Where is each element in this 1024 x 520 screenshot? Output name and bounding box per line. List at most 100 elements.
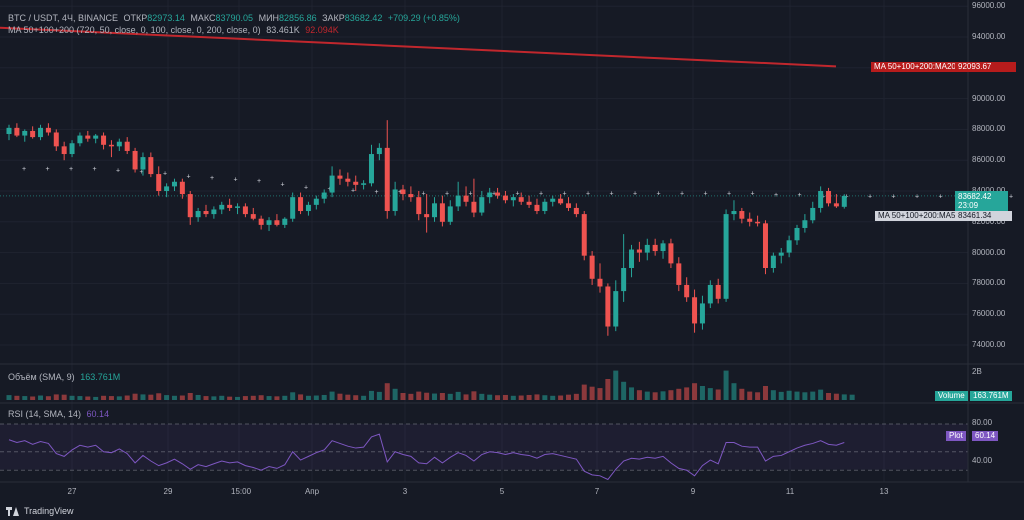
volume-bar <box>534 394 540 400</box>
ma-legend[interactable]: MA 50+100+200 (720, 50, close, 0, 100, c… <box>8 24 342 36</box>
volume-bar <box>810 391 816 400</box>
ma200-tag-label: MA 50+100+200:MA200 <box>874 62 961 71</box>
volume-bar <box>400 393 406 400</box>
candle-body <box>589 255 595 279</box>
candle-body <box>132 150 138 170</box>
rsi-pane[interactable] <box>0 423 968 481</box>
volume-tag-value: 163.761M <box>973 391 1009 400</box>
candle-body <box>432 203 438 218</box>
volume-legend[interactable]: Объём (SMA, 9) 163.761M <box>8 371 123 383</box>
candle-body <box>581 214 587 256</box>
candle-body <box>258 218 264 225</box>
candle <box>274 214 280 227</box>
candle <box>266 217 272 232</box>
candle-body <box>242 206 248 215</box>
volume-bar <box>187 393 193 400</box>
candle-body <box>613 291 619 327</box>
volume-bar <box>345 394 351 400</box>
candle-body <box>266 220 272 225</box>
candle <box>463 186 469 207</box>
candle-body <box>550 198 556 202</box>
candle-body <box>148 157 154 175</box>
candle-body <box>558 198 564 204</box>
candle <box>156 166 162 196</box>
psar-dot: + <box>374 189 378 196</box>
volume-bar <box>652 392 658 400</box>
ma-label[interactable]: MA 50+100+200 (720, 50, close, 0, 100, c… <box>8 25 261 35</box>
candle-body <box>621 268 627 292</box>
candle <box>810 201 816 224</box>
current-price-tag: 83682.42 23:09 <box>955 191 1008 211</box>
volume-bars[interactable] <box>6 370 855 400</box>
volume-bar <box>589 386 595 400</box>
rsi-legend[interactable]: RSI (14, SMA, 14) 60.14 <box>8 408 112 420</box>
symbol-label[interactable]: BTC / USDT, 4Ч, BINANCE <box>8 13 119 23</box>
psar-dot: + <box>938 194 942 201</box>
volume-bar <box>408 393 414 400</box>
tradingview-logo[interactable]: TradingView <box>6 506 74 516</box>
candle <box>826 187 832 207</box>
candle <box>487 187 493 204</box>
volume-bar <box>439 393 445 400</box>
ma50-tag-value: 83461.34 <box>958 211 992 220</box>
psar-dot: + <box>327 186 331 193</box>
candle <box>171 178 177 191</box>
volume-axis-tick: 2B <box>972 367 982 376</box>
volume-bar <box>778 391 784 400</box>
candle <box>290 192 296 222</box>
psar-dot: + <box>515 191 519 198</box>
price-axis-tick: 88000.00 <box>972 124 1006 134</box>
volume-bar <box>723 370 729 400</box>
candle-body <box>93 135 99 139</box>
candle-body <box>219 204 225 210</box>
volume-label[interactable]: Объём (SMA, 9) <box>8 372 75 382</box>
volume-axis-tag: 163.761M <box>970 391 1012 401</box>
candle <box>14 123 20 138</box>
candle <box>731 200 737 221</box>
bar-countdown: 23:09 <box>958 201 979 210</box>
candle <box>723 209 729 302</box>
volume-bar <box>542 395 548 400</box>
volume-bar <box>101 395 107 400</box>
candle-body <box>337 175 343 179</box>
rsi-axis-tick-80: 80.00 <box>972 418 993 427</box>
close-value: 83682.42 <box>344 13 383 23</box>
volume-bar <box>424 392 430 400</box>
psar-dot: + <box>915 194 919 201</box>
high-value: 83790.05 <box>215 13 254 23</box>
price-axis-tick: 80000.00 <box>972 247 1006 257</box>
candle <box>195 207 201 222</box>
candle-body <box>676 263 682 285</box>
candle-body <box>424 214 430 218</box>
psar-dot: + <box>257 178 261 185</box>
volume-bar <box>573 393 579 400</box>
candle <box>353 175 359 191</box>
volume-bar <box>755 392 761 400</box>
volume-bar <box>463 394 469 400</box>
volume-bar <box>321 394 327 400</box>
pane-separators[interactable] <box>0 0 1024 483</box>
candle-body <box>298 197 304 212</box>
volume-bar <box>660 391 666 400</box>
rsi-label[interactable]: RSI (14, SMA, 14) <box>8 409 82 419</box>
candle-body <box>305 204 311 212</box>
high-label: МАКС <box>190 13 216 23</box>
candles[interactable] <box>6 120 847 336</box>
candle-body <box>164 186 170 191</box>
ma50-tag-label: MA 50+100+200:MA50 <box>878 211 960 220</box>
candle <box>573 203 579 218</box>
candle-body <box>195 211 201 218</box>
candle <box>550 195 556 207</box>
volume-bar <box>211 396 217 400</box>
candle <box>833 194 839 208</box>
volume-bar <box>794 391 800 400</box>
psar-dot: + <box>1009 194 1013 201</box>
ma50-price-tag: MA 50+100+200:MA50 <box>875 211 963 221</box>
candle-body <box>353 181 359 185</box>
time-axis-tick: 3 <box>402 487 408 496</box>
candle-body <box>376 147 382 155</box>
candle <box>424 194 430 233</box>
tradingview-icon <box>6 506 20 516</box>
candle <box>368 144 374 187</box>
